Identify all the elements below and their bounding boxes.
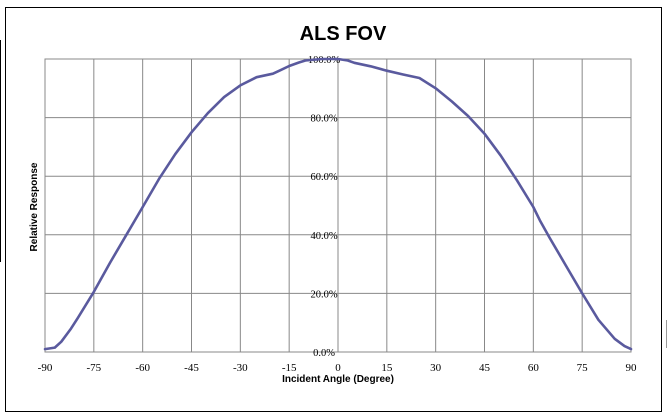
y-tick-labels: 0.0% 20.0% 40.0% 60.0% 80.0% 100.0% (308, 55, 341, 359)
x-tick-label: 60 (528, 362, 540, 374)
x-axis-label: Incident Angle (Degree) (282, 374, 394, 385)
x-tick-label: -30 (233, 362, 248, 374)
x-tick-label: 30 (430, 362, 442, 374)
y-tick-label: 80.0% (310, 114, 337, 125)
gridlines (44, 58, 632, 353)
y-tick-label: 100.0% (308, 55, 341, 66)
x-tick-labels: -90 -75 -60 -45 -30 -15 0 15 30 45 60 75 90 (38, 362, 637, 374)
chart-title: ALS FOV (300, 23, 387, 45)
x-tick-label: 0 (335, 362, 341, 374)
x-tick-label: 15 (381, 362, 393, 374)
series-line (43, 57, 633, 351)
y-axis-label: Relative Response (29, 162, 40, 251)
x-tick-label: 90 (626, 362, 638, 374)
x-tick-label: 75 (577, 362, 589, 374)
y-tick-label: 40.0% (310, 231, 337, 242)
y-tick-label: 60.0% (310, 172, 337, 183)
plot-area: 0.0% 20.0% 40.0% 60.0% 80.0% 100.0% -90 -75 -60… (38, 55, 637, 374)
x-tick-label: -15 (282, 362, 297, 374)
y-tick-label: 0.0% (313, 348, 335, 359)
x-tick-label: 45 (479, 362, 491, 374)
y-tick-label: 20.0% (310, 289, 337, 300)
x-tick-label: -90 (38, 362, 53, 374)
x-tick-label: -60 (135, 362, 150, 374)
x-tick-label: -75 (86, 362, 101, 374)
x-tick-label: -45 (184, 362, 199, 374)
